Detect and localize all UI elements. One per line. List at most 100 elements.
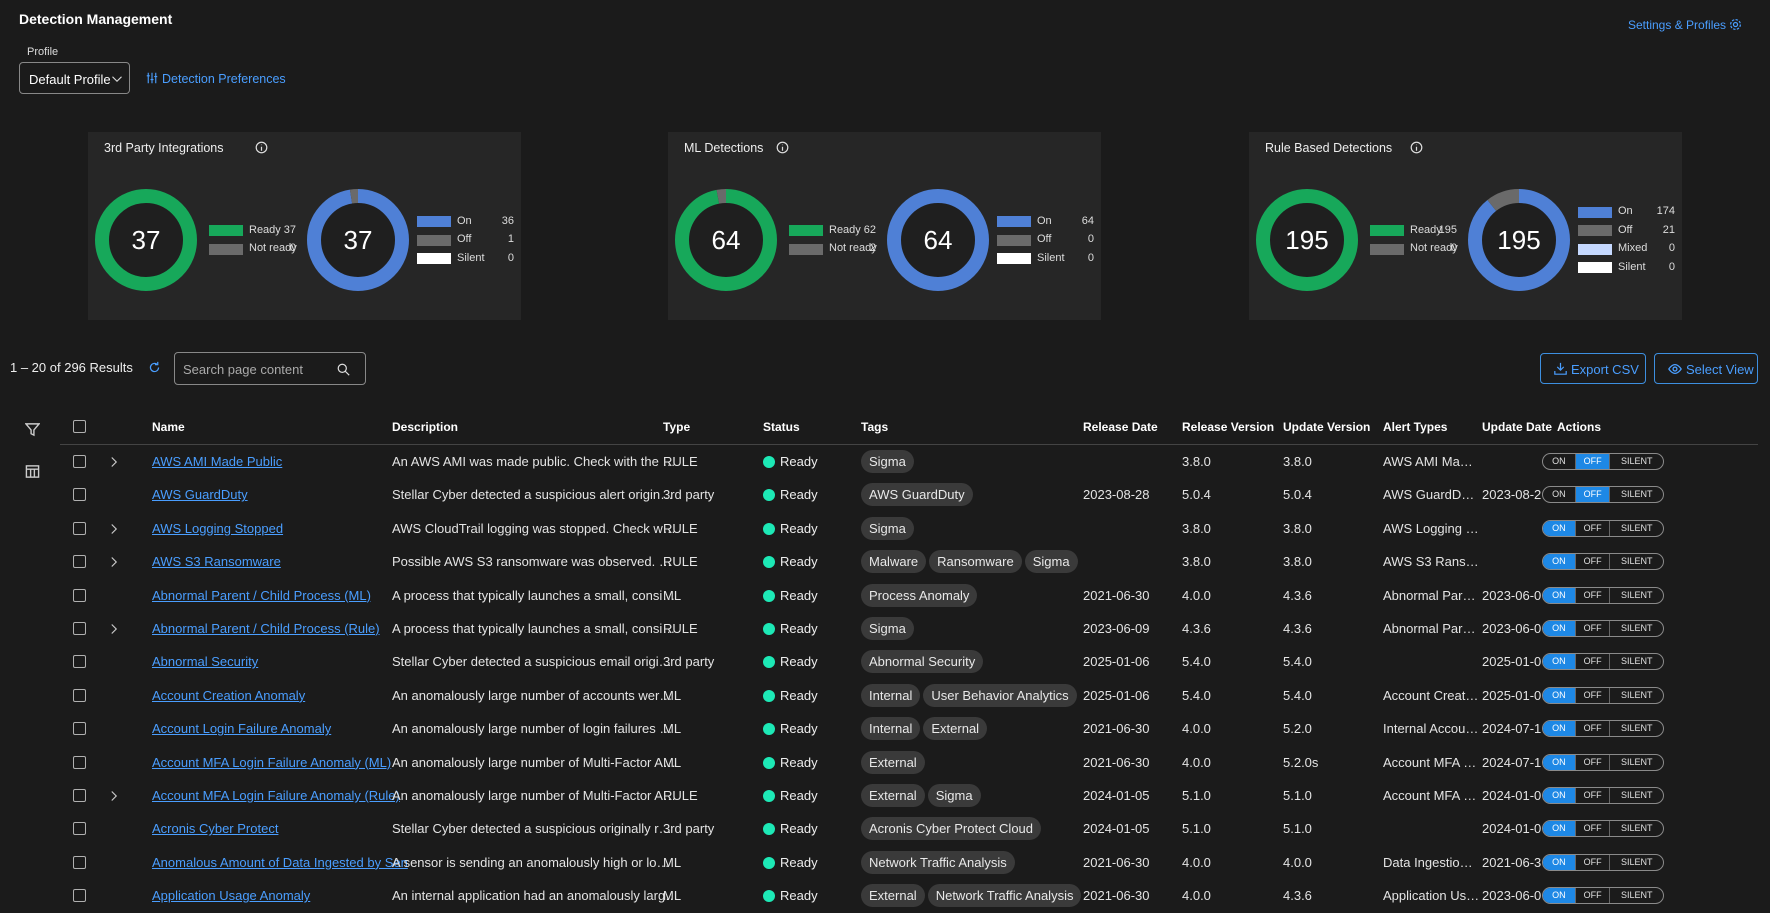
expand-chevron[interactable] <box>108 456 120 468</box>
toggle-option[interactable]: OFF <box>1574 854 1610 870</box>
row-checkbox[interactable] <box>73 588 86 602</box>
toggle-option[interactable]: SILENT <box>1609 754 1663 770</box>
expand-chevron[interactable] <box>108 623 120 635</box>
toggle-option[interactable]: ON <box>1543 888 1575 904</box>
row-checkbox[interactable] <box>73 755 86 769</box>
row-checkbox[interactable] <box>73 455 86 468</box>
toggle-option[interactable]: OFF <box>1574 621 1610 636</box>
select-view-button[interactable]: Select View <box>1654 353 1758 384</box>
release-date: 2021-06-30 <box>1083 754 1150 770</box>
tag-chip: Sigma <box>927 784 981 807</box>
toggle-option[interactable]: OFF <box>1574 487 1610 503</box>
toggle-option[interactable]: SILENT <box>1609 654 1663 670</box>
expand-chevron[interactable] <box>108 523 120 535</box>
toggle-option[interactable]: ON <box>1543 554 1575 570</box>
toggle-option[interactable]: ON <box>1543 788 1575 803</box>
detection-name[interactable]: Abnormal Parent / Child Process (ML) <box>152 587 371 603</box>
toggle-option[interactable]: OFF <box>1574 587 1610 603</box>
row-checkbox[interactable] <box>73 789 86 802</box>
type: ML <box>663 754 682 770</box>
row-checkbox[interactable] <box>73 555 86 569</box>
legend-label: On <box>1037 214 1052 227</box>
toggle-option[interactable]: ON <box>1543 587 1575 603</box>
detection-name[interactable]: Anomalous Amount of Data Ingested by Sen <box>152 854 408 870</box>
toggle-option[interactable]: OFF <box>1574 888 1610 904</box>
detection-name[interactable]: Abnormal Parent / Child Process (Rule) <box>152 621 380 636</box>
row-checkbox[interactable] <box>73 688 86 702</box>
toggle-option[interactable]: SILENT <box>1609 721 1663 737</box>
row-checkbox[interactable] <box>73 488 86 502</box>
detection-name[interactable]: Abnormal Security <box>152 654 259 670</box>
toggle-option[interactable]: ON <box>1543 721 1575 737</box>
detection-name[interactable]: Acronis Cyber Protect <box>152 821 279 837</box>
tag-chip: Ransomware <box>929 550 1022 574</box>
toggle-option[interactable]: ON <box>1543 621 1575 636</box>
detection-name[interactable]: AWS S3 Ransomware <box>152 554 281 570</box>
columns-icon[interactable] <box>25 464 40 479</box>
toggle-option[interactable]: ON <box>1552 489 1566 500</box>
export-button[interactable]: Export CSV <box>1540 353 1646 384</box>
profile-select[interactable]: Default Profile <box>19 62 130 94</box>
column-header: Update Version <box>1283 420 1371 434</box>
detection-name[interactable]: AWS GuardDuty <box>152 487 248 503</box>
tag-list: Abnormal Security <box>861 650 986 674</box>
detection-name[interactable]: Account MFA Login Failure Anomaly (Rule) <box>152 788 400 803</box>
toggle-option[interactable]: ON <box>1543 854 1575 870</box>
detection-name[interactable]: Account Creation Anomaly <box>152 687 306 703</box>
settings-link[interactable]: Settings & Profiles <box>1628 18 1727 32</box>
toggle-option[interactable]: OFF <box>1574 454 1610 469</box>
toggle-option[interactable]: ON <box>1543 821 1575 837</box>
toggle-option[interactable]: OFF <box>1574 520 1610 536</box>
toggle-option[interactable]: SILENT <box>1609 587 1663 603</box>
detection-name[interactable]: Application Usage Anomaly <box>152 888 311 904</box>
row-checkbox[interactable] <box>73 622 86 635</box>
update-date: 2024-01-0 <box>1482 788 1542 803</box>
detection-name[interactable]: Account Login Failure Anomaly <box>152 721 332 737</box>
update-version: 3.8.0 <box>1283 554 1312 570</box>
type: RULE <box>663 554 698 570</box>
toggle-option[interactable]: SILENT <box>1609 854 1663 870</box>
refresh-icon[interactable] <box>148 361 161 374</box>
toggle-option[interactable]: OFF <box>1574 721 1610 737</box>
toggle-option[interactable]: ON <box>1543 654 1575 670</box>
toggle-option[interactable]: OFF <box>1574 754 1610 770</box>
row-checkbox[interactable] <box>73 521 86 535</box>
description: An anomalously large number of Multi-Fac… <box>392 754 676 770</box>
legend-swatch <box>1370 243 1404 255</box>
toggle-option[interactable]: SILENT <box>1609 788 1663 803</box>
expand-chevron[interactable] <box>108 556 120 568</box>
preferences-link[interactable]: Detection Preferences <box>162 72 286 86</box>
alert-types: Account MFA … <box>1383 788 1477 803</box>
toggle-option[interactable]: ON <box>1543 687 1575 703</box>
toggle-option[interactable]: OFF <box>1574 654 1610 670</box>
toggle-option[interactable]: SILENT <box>1609 487 1663 503</box>
detection-name[interactable]: AWS Logging Stopped <box>152 520 284 536</box>
toggle-option[interactable]: ON <box>1552 456 1566 466</box>
toggle-option[interactable]: OFF <box>1574 821 1610 837</box>
toggle-option[interactable]: OFF <box>1574 554 1610 570</box>
toggle-option[interactable]: SILENT <box>1609 821 1663 837</box>
detection-name[interactable]: AWS AMI Made Public <box>152 454 283 469</box>
toggle-option[interactable]: SILENT <box>1609 687 1663 703</box>
row-checkbox[interactable] <box>73 822 86 836</box>
row-checkbox[interactable] <box>73 722 86 736</box>
toggle-option[interactable]: OFF <box>1574 788 1610 803</box>
row-checkbox[interactable] <box>73 655 86 669</box>
toggle-option[interactable]: SILENT <box>1609 554 1663 570</box>
detection-name[interactable]: Account MFA Login Failure Anomaly (ML) <box>152 754 392 770</box>
search-box[interactable]: Search page content <box>174 352 366 385</box>
toggle-option[interactable]: SILENT <box>1609 888 1663 904</box>
toggle-option[interactable]: ON <box>1543 754 1575 770</box>
toggle-option[interactable]: SILENT <box>1609 454 1663 469</box>
header-checkbox[interactable] <box>73 420 86 433</box>
row-checkbox[interactable] <box>73 855 86 869</box>
preferences-icon[interactable] <box>146 72 158 84</box>
toggle-option[interactable]: OFF <box>1574 687 1610 703</box>
expand-chevron[interactable] <box>108 790 120 802</box>
filter-icon[interactable] <box>24 422 41 437</box>
toggle-option[interactable]: SILENT <box>1609 520 1663 536</box>
row-checkbox[interactable] <box>73 889 86 903</box>
donut-total: 195 <box>1497 225 1540 255</box>
toggle-option[interactable]: SILENT <box>1609 621 1663 636</box>
toggle-option[interactable]: ON <box>1543 520 1575 536</box>
